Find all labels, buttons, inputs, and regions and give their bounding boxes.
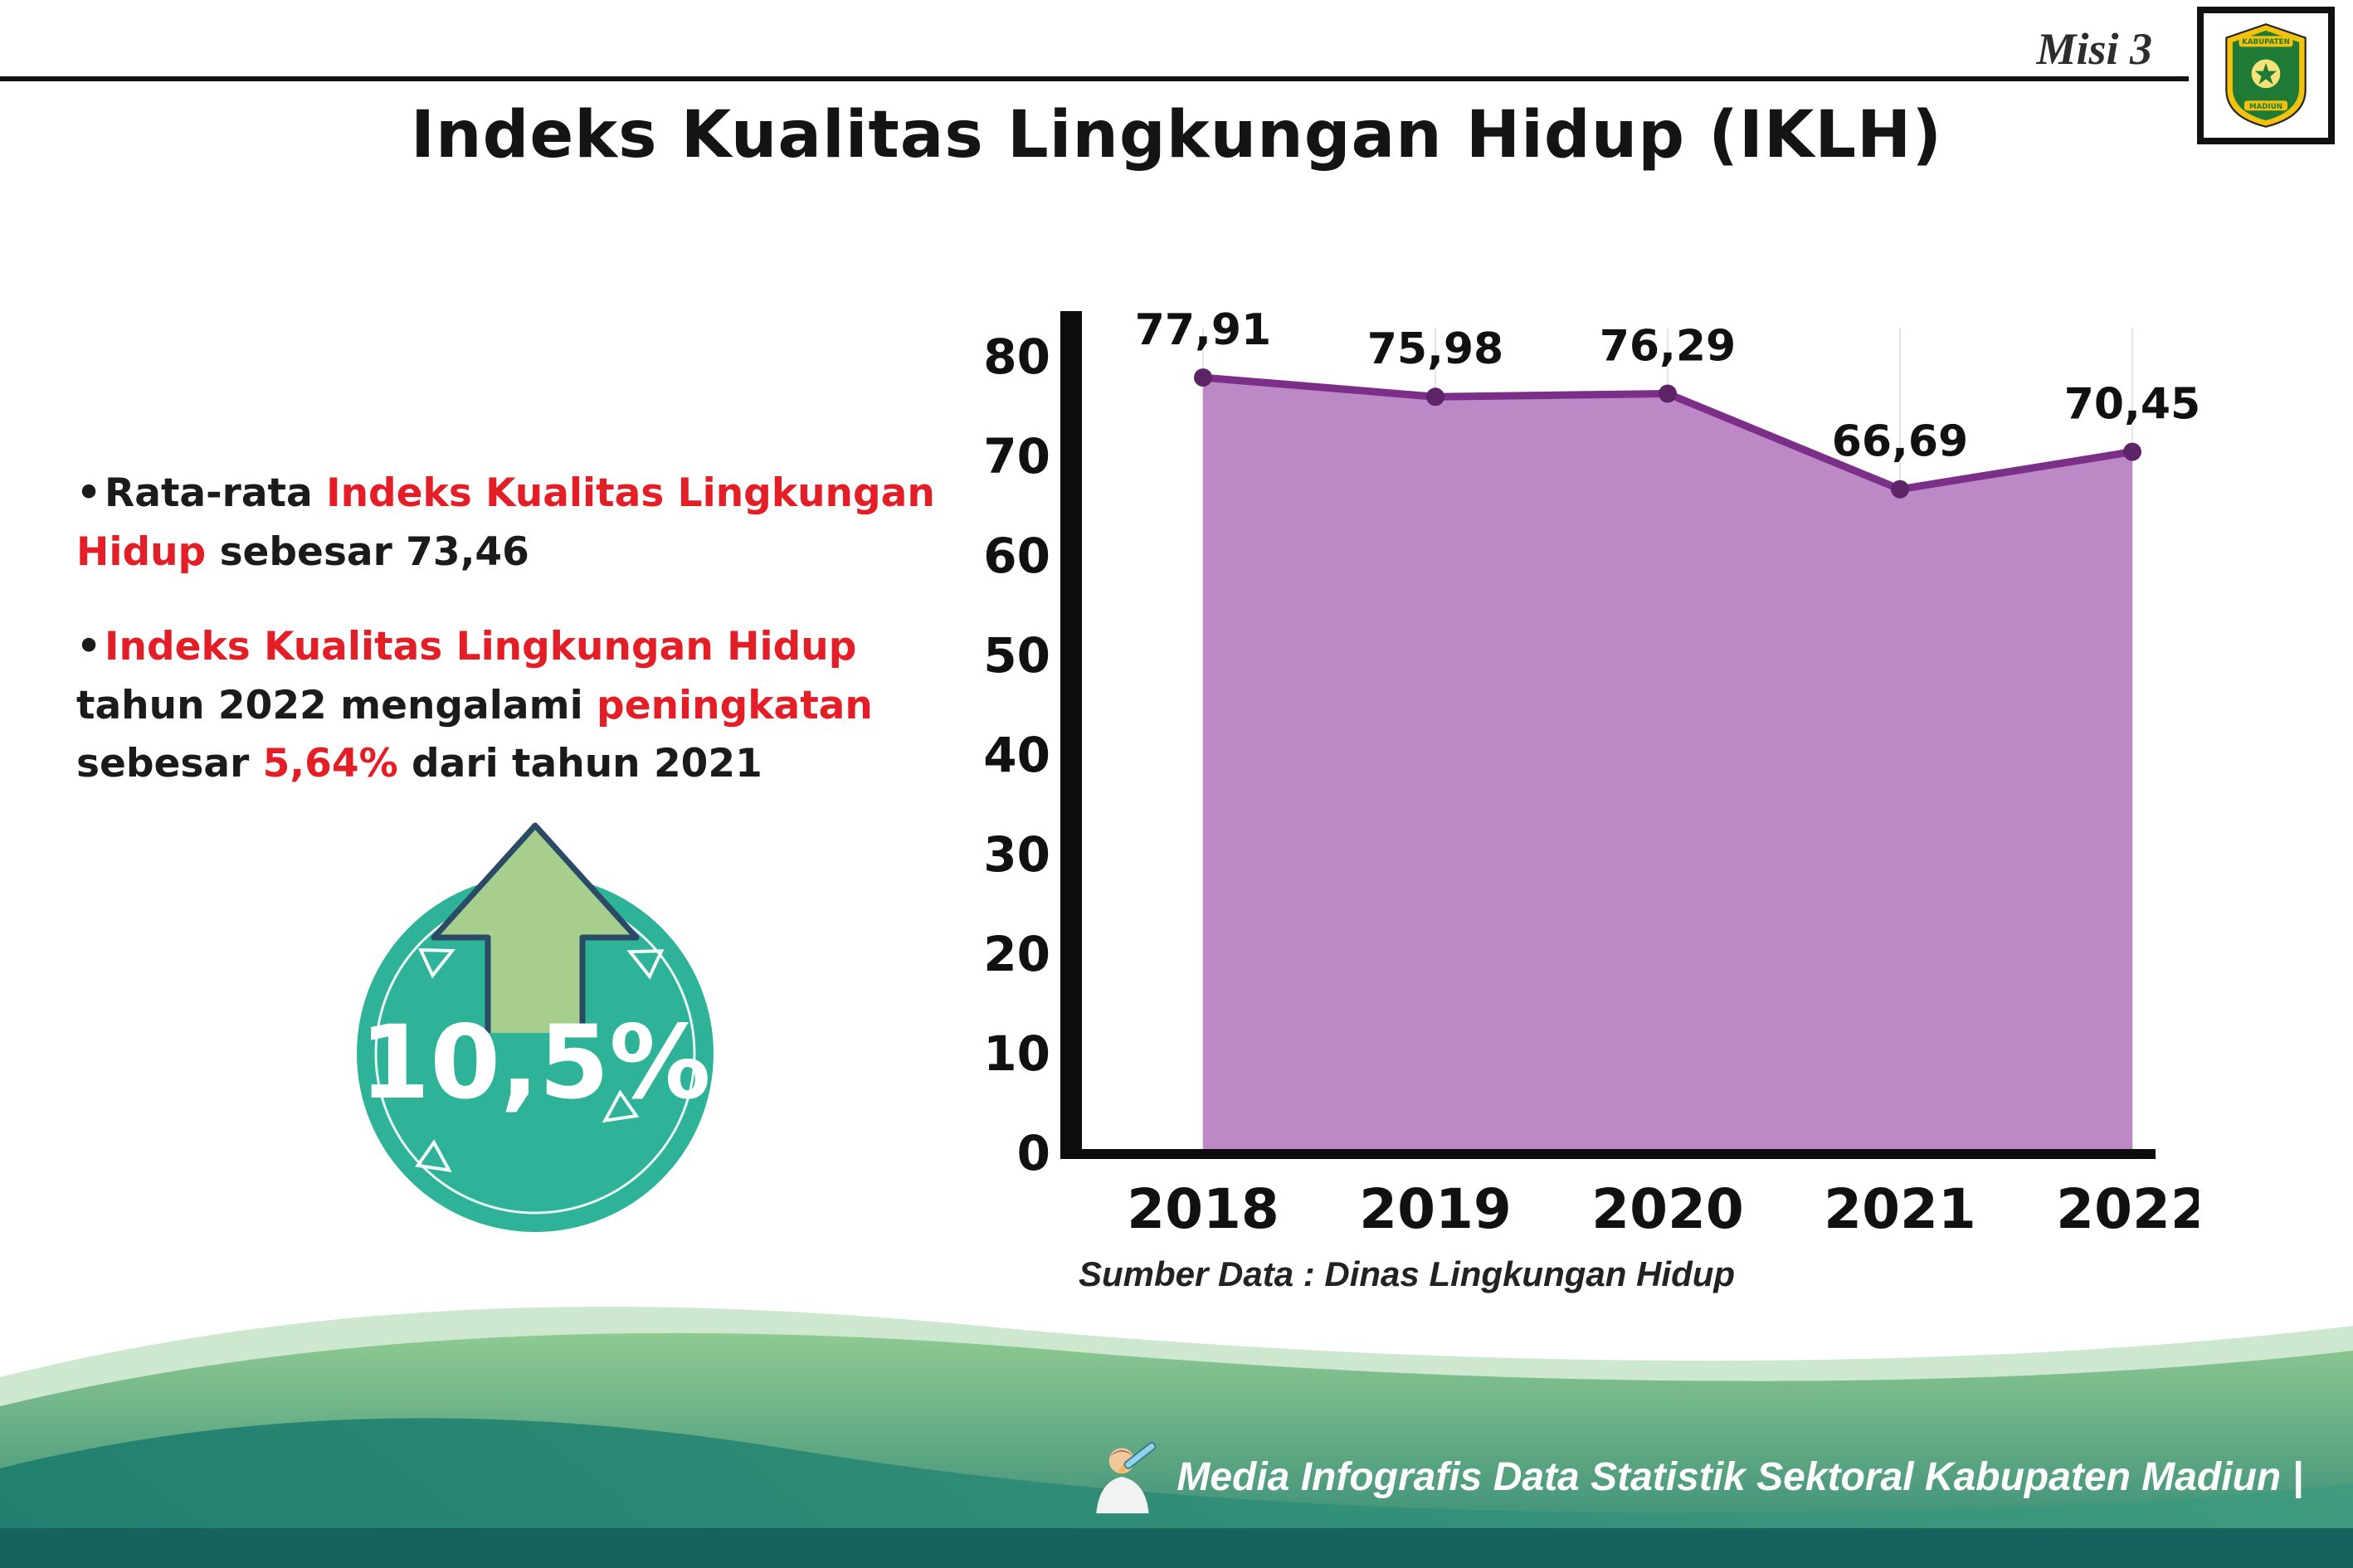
increase-badge: 10,5%: [328, 759, 743, 1257]
x-tick-label: 2020: [1591, 1177, 1744, 1241]
value-label: 75,98: [1367, 324, 1503, 374]
chart-area-fill: [1203, 377, 2132, 1153]
y-tick-label: 60: [983, 528, 1050, 584]
value-label: 77,91: [1135, 305, 1271, 355]
mascot-icon: [1096, 1442, 1157, 1514]
y-tick-label: 70: [983, 428, 1050, 485]
bullet2-text2: sebesar: [76, 741, 263, 786]
svg-text:MADIUN: MADIUN: [2249, 103, 2282, 111]
y-axis: [1060, 311, 1082, 1159]
y-tick-label: 0: [1017, 1125, 1050, 1181]
badge-value: 10,5%: [359, 1004, 710, 1122]
iklh-area-chart: 0 10 20 30 40 50 60 70 80 2018 2019 2020 2021 2022 77,…: [979, 282, 2199, 1253]
x-tick-label: 2018: [1127, 1177, 1279, 1241]
x-axis: [1060, 1149, 2156, 1159]
y-tick-label: 40: [983, 727, 1050, 783]
bullet1-highlight: Indeks Kualitas Lingkungan Hidup: [76, 470, 935, 575]
bullet2-text1: tahun 2022 mengalami: [76, 682, 597, 728]
svg-text:KABUPATEN: KABUPATEN: [2242, 38, 2290, 46]
misi-label: Misi 3: [2036, 24, 2152, 74]
up-arrow-icon: [431, 822, 640, 1033]
y-tick-label: 10: [983, 1025, 1050, 1082]
header-rule: [0, 76, 2189, 81]
data-source-label: Sumber Data : Dinas Lingkungan Hidup: [1079, 1254, 1736, 1293]
bullet2-text3: dari tahun 2021: [397, 741, 762, 786]
kabupaten-madiun-logo: KABUPATEN MADIUN: [2197, 7, 2335, 144]
logo-crest-icon: KABUPATEN MADIUN: [2225, 23, 2307, 128]
page-title: Indeks Kualitas Lingkungan Hidup (IKLH): [411, 98, 1942, 173]
badge-circle: [357, 875, 714, 1232]
chart-point: [2123, 442, 2141, 461]
x-tick-label: 2022: [2056, 1177, 2199, 1241]
value-label: 66,69: [1832, 417, 1968, 467]
chart-canvas: 0 10 20 30 40 50 60 70 80 2018 2019 2020 2021 2022 77,…: [983, 305, 2199, 1241]
badge-ring-triangles: [415, 947, 665, 1172]
summary-bullets: Rata-rata Indeks Kualitas Lingkungan Hid…: [76, 465, 972, 830]
value-label: 76,29: [1600, 322, 1736, 372]
bullet-increase-2022: Indeks Kualitas Lingkungan Hidup tahun 2…: [76, 618, 972, 794]
y-tick-label: 20: [983, 926, 1050, 982]
chart-point: [1426, 387, 1444, 407]
bullet2-highlight3: 5,64%: [262, 741, 398, 786]
y-tick-label: 50: [983, 627, 1050, 684]
bullet-average-iklh: Rata-rata Indeks Kualitas Lingkungan Hid…: [76, 465, 972, 582]
y-tick-label: 80: [983, 329, 1050, 385]
bullet1-text: Rata-rata: [105, 470, 327, 516]
footer-bottom-band: [0, 1528, 2353, 1568]
bullet1-text2: sebesar 73,46: [206, 528, 529, 575]
chart-point: [1194, 368, 1212, 387]
chart-point: [1891, 480, 1909, 499]
footer-text: Media Infografis Data Statistik Sektoral…: [1176, 1454, 2303, 1499]
increase-badge-graphic: 10,5%: [357, 822, 714, 1232]
y-tick-label: 30: [983, 826, 1050, 883]
bullet2-highlight1: Indeks Kualitas Lingkungan Hidup: [105, 624, 857, 670]
value-label: 70,45: [2064, 380, 2199, 430]
footer-waves: [0, 1306, 2353, 1568]
bullet2-highlight2: peningkatan: [597, 682, 873, 728]
footer-caption: Media Infografis Data Statistik Sektoral…: [1082, 1437, 2303, 1517]
chart-point: [1659, 384, 1677, 403]
x-tick-label: 2019: [1359, 1177, 1512, 1241]
x-tick-label: 2021: [1824, 1177, 1976, 1241]
